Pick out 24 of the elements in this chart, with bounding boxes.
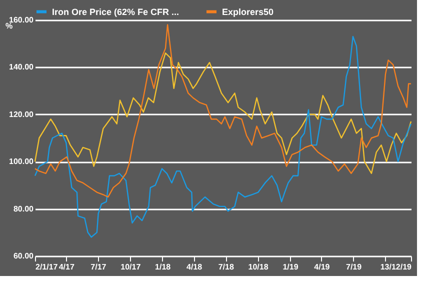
line-series [34, 52, 412, 174]
x-tick-label: 2/1/17 [36, 262, 58, 272]
y-tick-label: 100.00 [9, 157, 34, 166]
line-series [34, 36, 412, 238]
x-tick-label: 4/19 [314, 262, 330, 272]
x-tick-label: 4/17 [58, 262, 75, 272]
x-tick-label: 7/17 [90, 262, 107, 272]
legend-label: Explorers50 [222, 6, 274, 17]
x-tick-label: 13/12/19 [380, 262, 412, 272]
x-tick-label: 10/17 [120, 262, 142, 272]
y-tick-label: 140.00 [9, 62, 34, 72]
y-tick-label: 60.00 [13, 252, 34, 260]
x-tick-label: 7/19 [346, 262, 362, 272]
y-tick-label: 120.00 [9, 110, 34, 119]
legend-label: Iron Ore Price (62% Fe CFR ... [52, 6, 180, 17]
x-tick-label: 1/19 [282, 262, 299, 272]
line-series [34, 24, 412, 198]
y-axis-title: % [6, 22, 13, 30]
x-tick-label: 1/18 [155, 262, 172, 272]
x-tick-label: 4/18 [186, 262, 203, 272]
x-tick-label: 10/18 [248, 262, 269, 272]
y-tick-label: 160.00 [9, 16, 34, 24]
y-tick-label: 80.00 [13, 204, 34, 214]
x-tick-label: 7/18 [218, 262, 234, 272]
